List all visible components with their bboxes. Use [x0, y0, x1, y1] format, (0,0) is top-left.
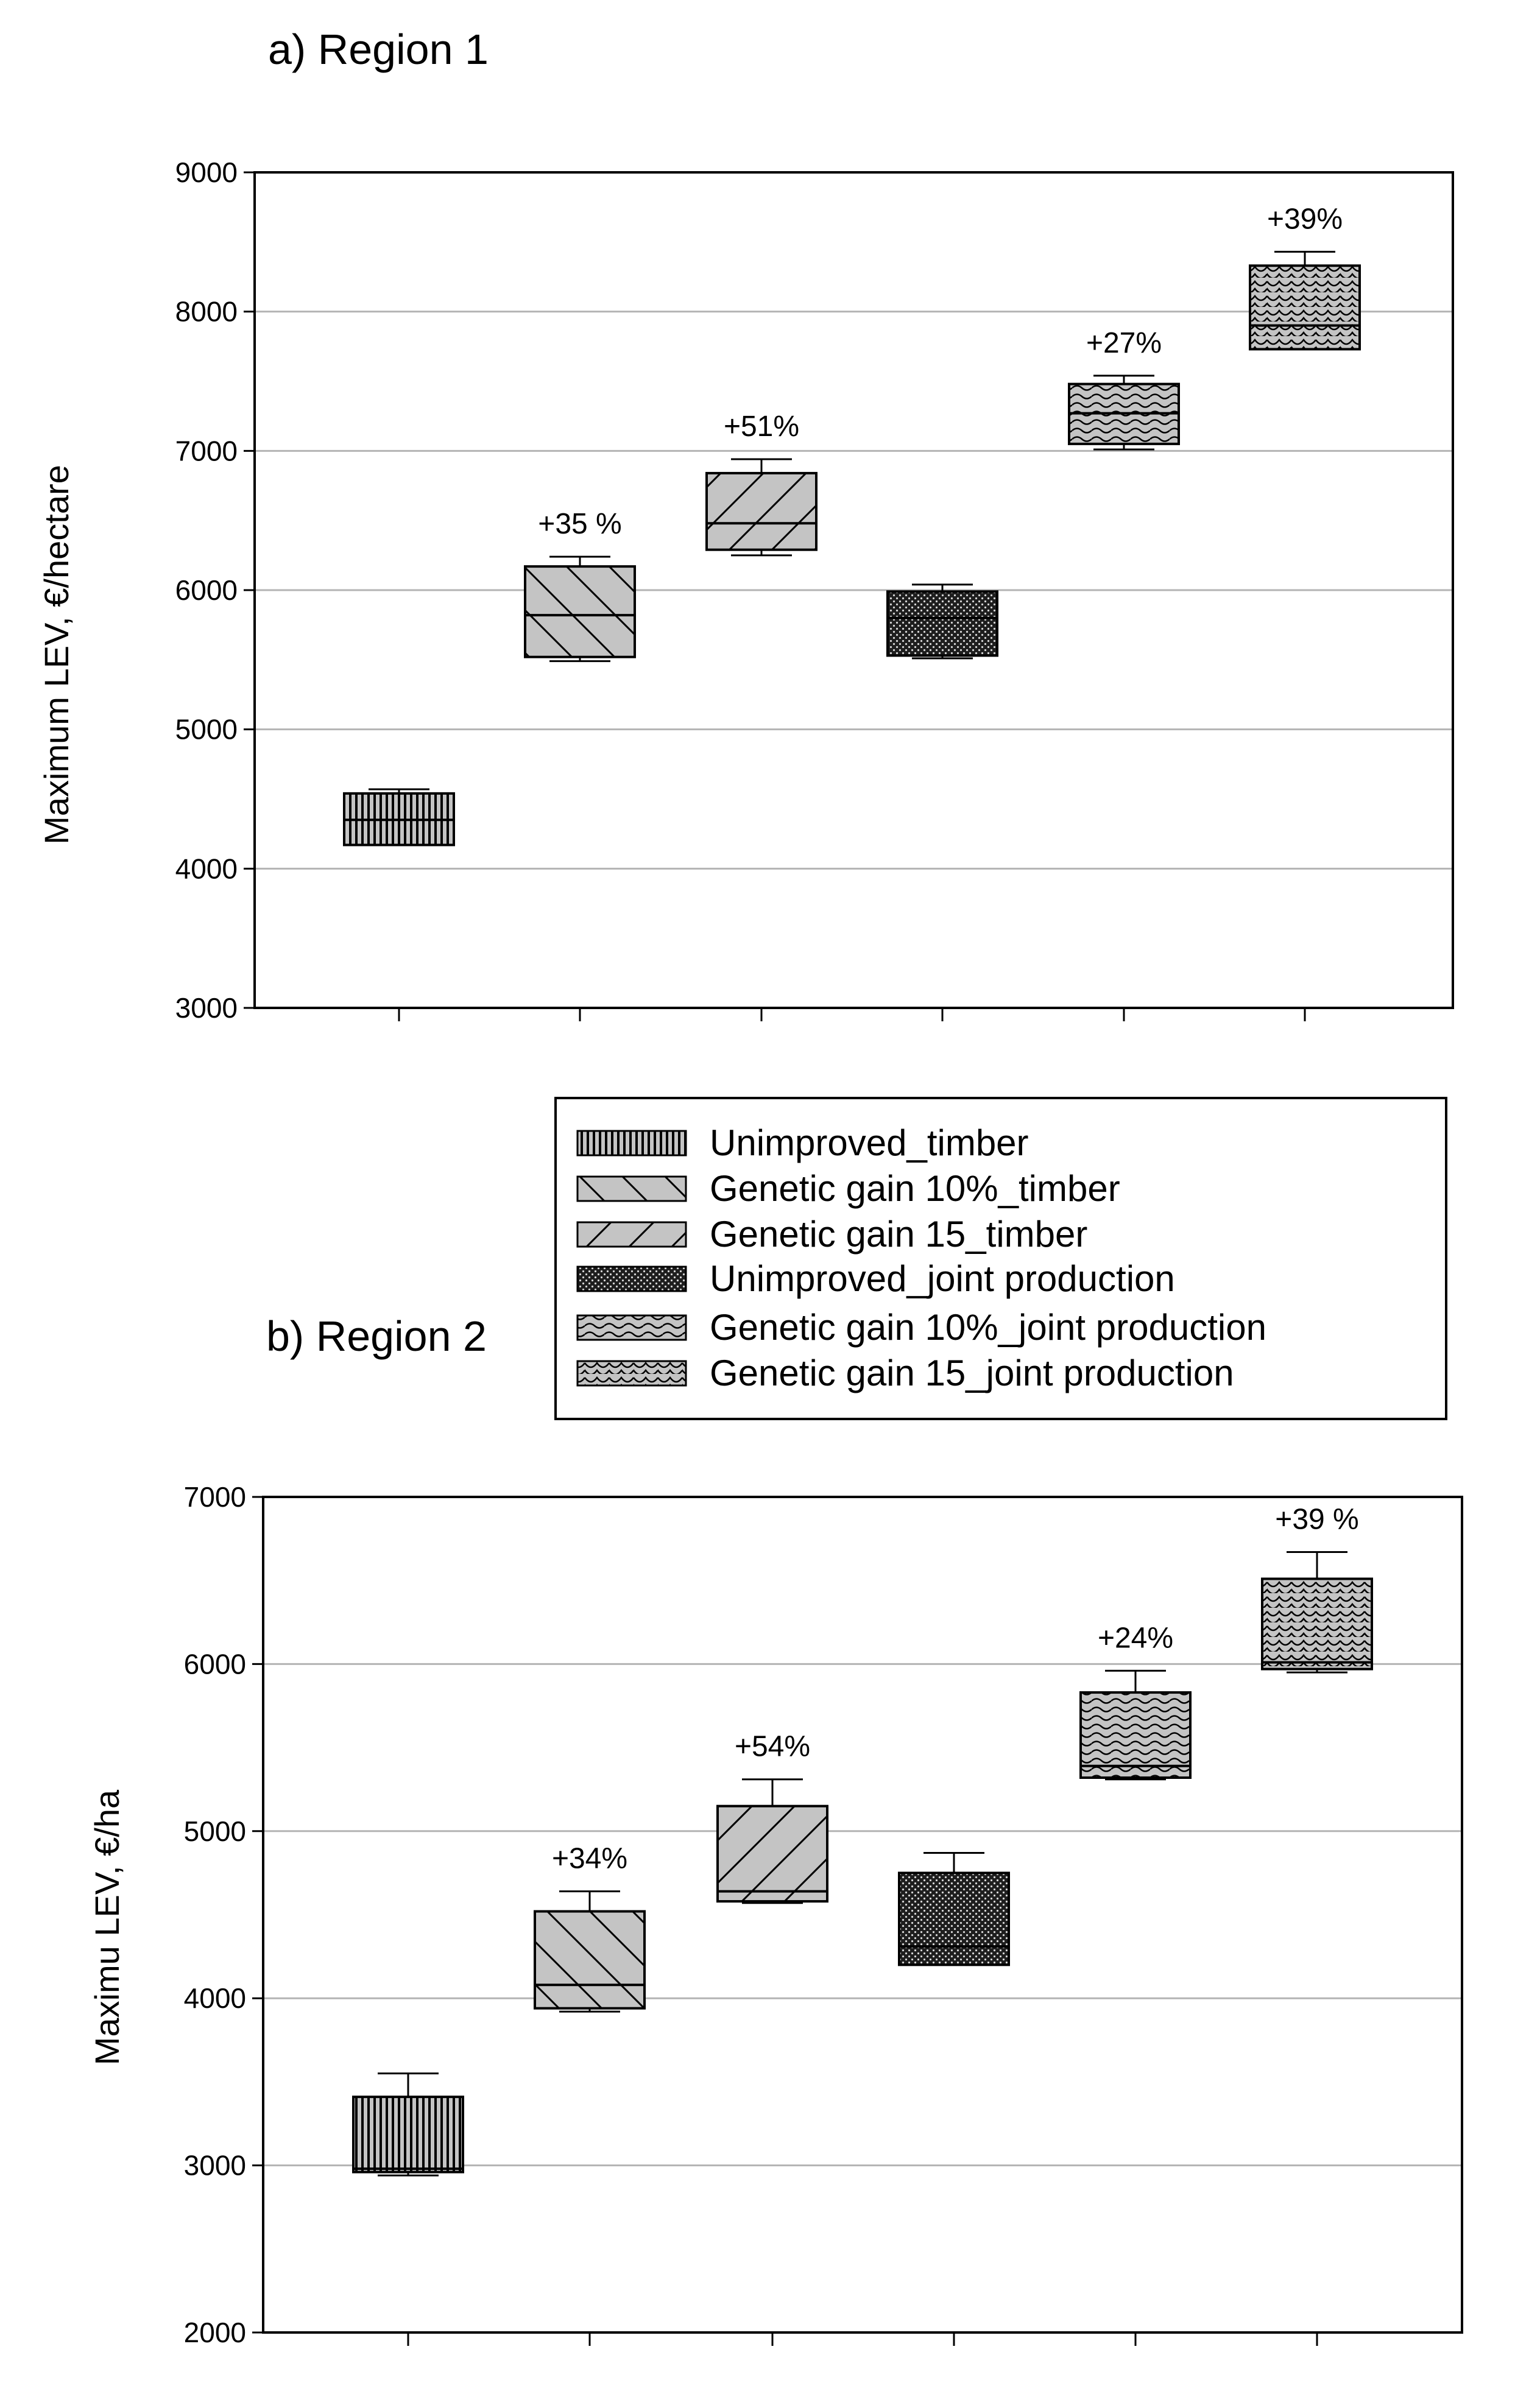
gain-annotation: +51% [724, 410, 799, 443]
y-tick-label: 9000 [175, 157, 238, 188]
legend-entry-5: Genetic gain 10%_joint production [576, 1307, 1266, 1348]
legend-frame [554, 1097, 1447, 1420]
y-axis-label-region-1: Maximum LEV, €/hectare [37, 465, 76, 845]
box-6: +39% [1249, 203, 1361, 351]
legend-label: Genetic gain 15_timber [710, 1214, 1087, 1255]
y-tick-label: 3000 [175, 992, 238, 1024]
legend: Unimproved_timber Genetic gain 10%_timber… [554, 1097, 1447, 1420]
gain-annotation: +39% [1267, 203, 1343, 235]
box-3: +51% [705, 410, 818, 557]
boxes-region-1: +35 % +51% +27% +39% [343, 203, 1361, 847]
plot-frame-region-2 [262, 1496, 1463, 2334]
x-ticks-region-1 [398, 1008, 1306, 1021]
gain-annotation: +35 % [538, 508, 621, 540]
gridlines-region-2 [263, 1663, 1462, 2167]
boxes-region-2: +34% +54% +24% +39 % [352, 1504, 1373, 2177]
y-tick-label: 5000 [175, 714, 238, 745]
legend-entry-2: Genetic gain 10%_timber [576, 1168, 1120, 1209]
box-4 [886, 583, 998, 660]
panel-title-region-1: a) Region 1 [268, 26, 489, 73]
gain-annotation: +39 % [1275, 1504, 1358, 1536]
legend-label: Genetic gain 15_joint production [710, 1353, 1234, 1393]
y-tick-label: 5000 [184, 1815, 246, 1847]
gain-annotation: +24% [1098, 1622, 1173, 1654]
box-2: +35 % [524, 508, 636, 663]
box-iqr [352, 2096, 464, 2174]
box-iqr [886, 590, 998, 657]
legend-swatch [576, 1314, 687, 1341]
gain-annotation: +34% [552, 1843, 627, 1875]
legend-swatch [576, 1266, 687, 1292]
legend-swatch [576, 1221, 687, 1248]
x-ticks-region-2 [407, 2332, 1318, 2346]
legend-label: Genetic gain 10%_joint production [710, 1307, 1266, 1348]
y-axis-label-region-2: Maximu LEV, €/ha [88, 1789, 126, 2065]
panel-region-1: a) Region 1 Maximum LEV, €/hectare 3000 4… [37, 26, 1454, 1024]
box-2: +34% [534, 1843, 646, 2013]
y-tick-label: 8000 [175, 296, 238, 328]
plot-frame-region-1 [253, 171, 1454, 1009]
y-tick-label: 4000 [175, 853, 238, 884]
legend-swatch [576, 1175, 687, 1202]
box-iqr [1079, 1691, 1192, 1779]
legend-label: Genetic gain 10%_timber [710, 1168, 1120, 1209]
gridlines-region-1 [255, 311, 1453, 870]
legend-label: Unimproved_joint production [710, 1258, 1175, 1299]
box-5: +24% [1079, 1622, 1192, 1781]
box-iqr [898, 1871, 1010, 1966]
gain-annotation: +54% [735, 1731, 810, 1763]
box-1 [352, 2072, 464, 2177]
box-iqr [524, 565, 636, 658]
gain-annotation: +27% [1086, 327, 1162, 359]
box-iqr [534, 1910, 646, 2010]
y-tick-label: 6000 [175, 574, 238, 606]
box-iqr [716, 1804, 828, 1903]
box-iqr [1261, 1577, 1373, 1670]
y-tick-label: 4000 [184, 1982, 246, 2014]
box-iqr [705, 471, 818, 551]
legend-entry-3: Genetic gain 15_timber [576, 1214, 1087, 1255]
panel-title-region-2: b) Region 2 [266, 1312, 487, 1360]
legend-entry-6: Genetic gain 15_joint production [576, 1353, 1234, 1393]
legend-entry-4: Unimproved_joint production [576, 1258, 1175, 1299]
box-3: +54% [716, 1731, 828, 1904]
y-tick-label: 6000 [184, 1648, 246, 1680]
y-tick-label: 2000 [184, 2317, 246, 2348]
legend-swatch [576, 1130, 687, 1156]
box-5: +27% [1068, 327, 1180, 451]
panel-region-2: b) Region 2 Maximu LEV, €/ha 2000 3000 400… [88, 1312, 1463, 2348]
legend-label: Unimproved_timber [710, 1122, 1029, 1163]
box-iqr [1249, 264, 1361, 351]
y-ticks-region-2: 2000 3000 4000 5000 6000 7000 [184, 1481, 263, 2348]
y-tick-label: 7000 [184, 1481, 246, 1513]
y-tick-label: 7000 [175, 435, 238, 466]
y-tick-label: 3000 [184, 2150, 246, 2181]
box-6: +39 % [1261, 1504, 1373, 1674]
legend-swatch [576, 1360, 687, 1387]
box-1 [343, 788, 455, 847]
y-ticks-region-1: 3000 4000 5000 6000 7000 8000 9000 [175, 157, 255, 1024]
legend-entry-1: Unimproved_timber [576, 1122, 1029, 1163]
box-4 [898, 1851, 1010, 1966]
